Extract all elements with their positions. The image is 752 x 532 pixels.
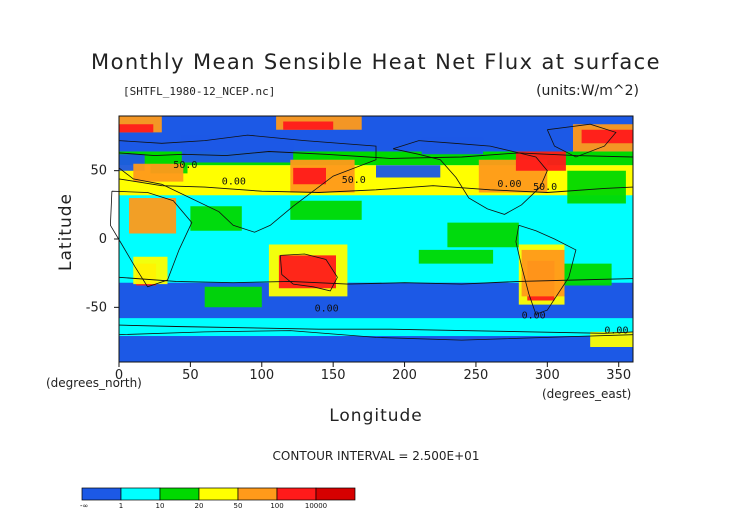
canada-blue-zone	[421, 137, 484, 155]
y-axis-tick-label-0: 0	[99, 232, 107, 247]
greenland-red-zone	[581, 129, 633, 144]
south-indian-green-zone	[204, 286, 262, 308]
x-axis-unit-label: (degrees_east)	[542, 387, 631, 401]
color-legend: -∞ 1 10 20 50 100 10000	[80, 487, 356, 510]
australia-red-zone	[278, 255, 336, 289]
x-axis-tick-label-50: 50	[182, 368, 199, 383]
contour-interval-note: CONTOUR INTERVAL = 2.500E+01	[273, 449, 480, 463]
dataset-label: [SHTFL_1980-12_NCEP.nc]	[123, 85, 275, 98]
units-label: (units:W/m^2)	[536, 83, 639, 99]
legend-level-2: 10	[156, 502, 165, 510]
y-axis-tick-label-50: 50	[90, 164, 107, 179]
south-america-orange-zone	[521, 249, 565, 297]
contour-label-asia: 50.0	[342, 175, 366, 186]
legend-start-label: -∞	[80, 502, 88, 510]
contour-northern-blue-line	[118, 151, 634, 159]
legend-swatch-2	[120, 487, 161, 501]
australia-coastline	[279, 253, 338, 292]
x-axis-tick-label-0: 0	[115, 368, 123, 383]
map-overlays: 50.0 0.00 50.0 0.00 50.0 0.00 0.00 0.00	[109, 123, 634, 341]
legend-level-3: 20	[195, 502, 204, 510]
legend-swatch-4	[198, 487, 239, 501]
north-america-coastline	[392, 140, 548, 215]
antarctica-coastline	[118, 330, 634, 341]
x-axis-tick-label-350: 350	[606, 368, 631, 383]
x-axis-title: Longitude	[329, 406, 423, 426]
contour-label-america: 0.00	[497, 179, 521, 190]
arctic-red-patch	[119, 124, 154, 133]
europe-orange-zone	[133, 163, 184, 182]
chart-title: Monthly Mean Sensible Heat Net Flux at s…	[91, 50, 661, 74]
southern-cyan-band	[119, 267, 633, 283]
map-area	[119, 116, 633, 362]
legend-swatch-6	[276, 487, 317, 501]
west-pacific-green-zone	[290, 200, 362, 220]
russia-red-patch	[283, 121, 334, 130]
north-america-red-zone	[515, 151, 566, 171]
india-green-zone	[190, 206, 242, 231]
contour-label-antarctic: 0.00	[604, 325, 628, 336]
contour-label-southern: 0.00	[522, 310, 546, 321]
legend-level-6: 10000	[305, 502, 327, 510]
india-cyan-zone	[187, 234, 234, 259]
legend-swatch-3	[159, 487, 200, 501]
y-axis-title: Latitude	[56, 193, 76, 271]
x-axis-tick-label-100: 100	[249, 368, 274, 383]
contour-label-pacific: 0.00	[315, 303, 339, 314]
asia-blue-zone	[181, 135, 294, 163]
contour-antarctic-line	[118, 324, 634, 334]
x-axis-tick-label-150: 150	[321, 368, 346, 383]
legend-level-5: 100	[270, 502, 283, 510]
x-axis-tick-label-250: 250	[464, 368, 489, 383]
eurasia-coastline	[118, 134, 377, 233]
legend-level-1: 1	[119, 502, 123, 510]
africa-coastline	[109, 190, 193, 288]
contour-label-india: 0.00	[222, 176, 246, 187]
south-america-coastline	[515, 224, 577, 315]
greenland-coastline	[546, 123, 617, 158]
x-axis-tick-label-300: 300	[535, 368, 560, 383]
contour-label-europe: 50.0	[173, 160, 197, 171]
axes: 0 50 100 150 200 250 300 350 50 0 -50	[86, 115, 634, 383]
antarctic-blue-band	[119, 336, 633, 362]
contour-northern-yellow-line	[118, 178, 634, 193]
x-axis-tick-label-200: 200	[392, 368, 417, 383]
north-pacific-blue-zone	[376, 165, 441, 178]
equatorial-green-zone	[447, 222, 519, 248]
y-axis-unit-label: (degrees_north)	[46, 376, 142, 390]
africa-orange-zone	[129, 198, 177, 234]
y-axis-tick-label--50: -50	[86, 300, 107, 315]
south-pacific-green-zone	[418, 249, 494, 264]
legend-swatch-1	[81, 487, 122, 501]
legend-level-4: 50	[234, 502, 243, 510]
china-red-zone	[293, 167, 326, 185]
north-atlantic-green-zone	[567, 170, 626, 204]
contour-southern-yellow-line	[118, 276, 634, 285]
legend-swatch-5	[237, 487, 278, 501]
contour-label-atlantic: 50.0	[533, 182, 557, 193]
legend-swatch-7	[315, 487, 356, 501]
